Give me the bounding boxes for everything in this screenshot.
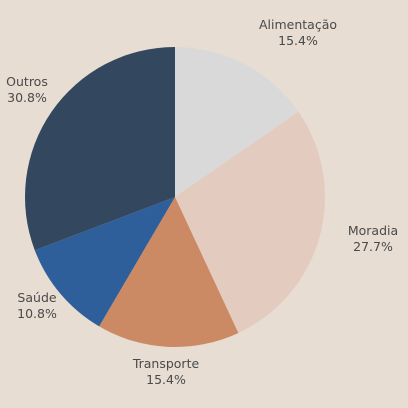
slice-category-label: Transporte [132,356,200,371]
slice-value-label: 10.8% [17,306,57,321]
slice-category-label: Outros [6,74,48,89]
slice-category-label: Saúde [17,290,56,305]
slice-label-outros: Outros 30.8% [6,74,48,105]
slice-saude [34,197,175,327]
slice-moradia [175,111,326,333]
slice-category-label: Moradia [348,223,398,238]
slice-label-alimentacao: Alimentação 15.4% [259,17,337,48]
slice-value-label: 15.4% [146,372,186,387]
slice-value-label: 15.4% [278,33,318,48]
slice-label-moradia: Moradia 27.7% [348,223,398,254]
slice-label-saude: Saúde 10.8% [17,290,57,321]
slice-transporte [99,197,239,347]
slice-value-label: 30.8% [7,90,47,105]
pie-labels: Alimentação 15.4%Moradia 27.7%Transporte 15… [6,17,398,387]
slice-alimentacao [175,47,299,197]
slice-value-label: 27.7% [353,239,393,254]
pie-slices [25,47,326,347]
slice-label-transporte: Transporte 15.4% [132,356,200,387]
slice-outros [25,47,176,251]
slice-category-label: Alimentação [259,17,337,32]
